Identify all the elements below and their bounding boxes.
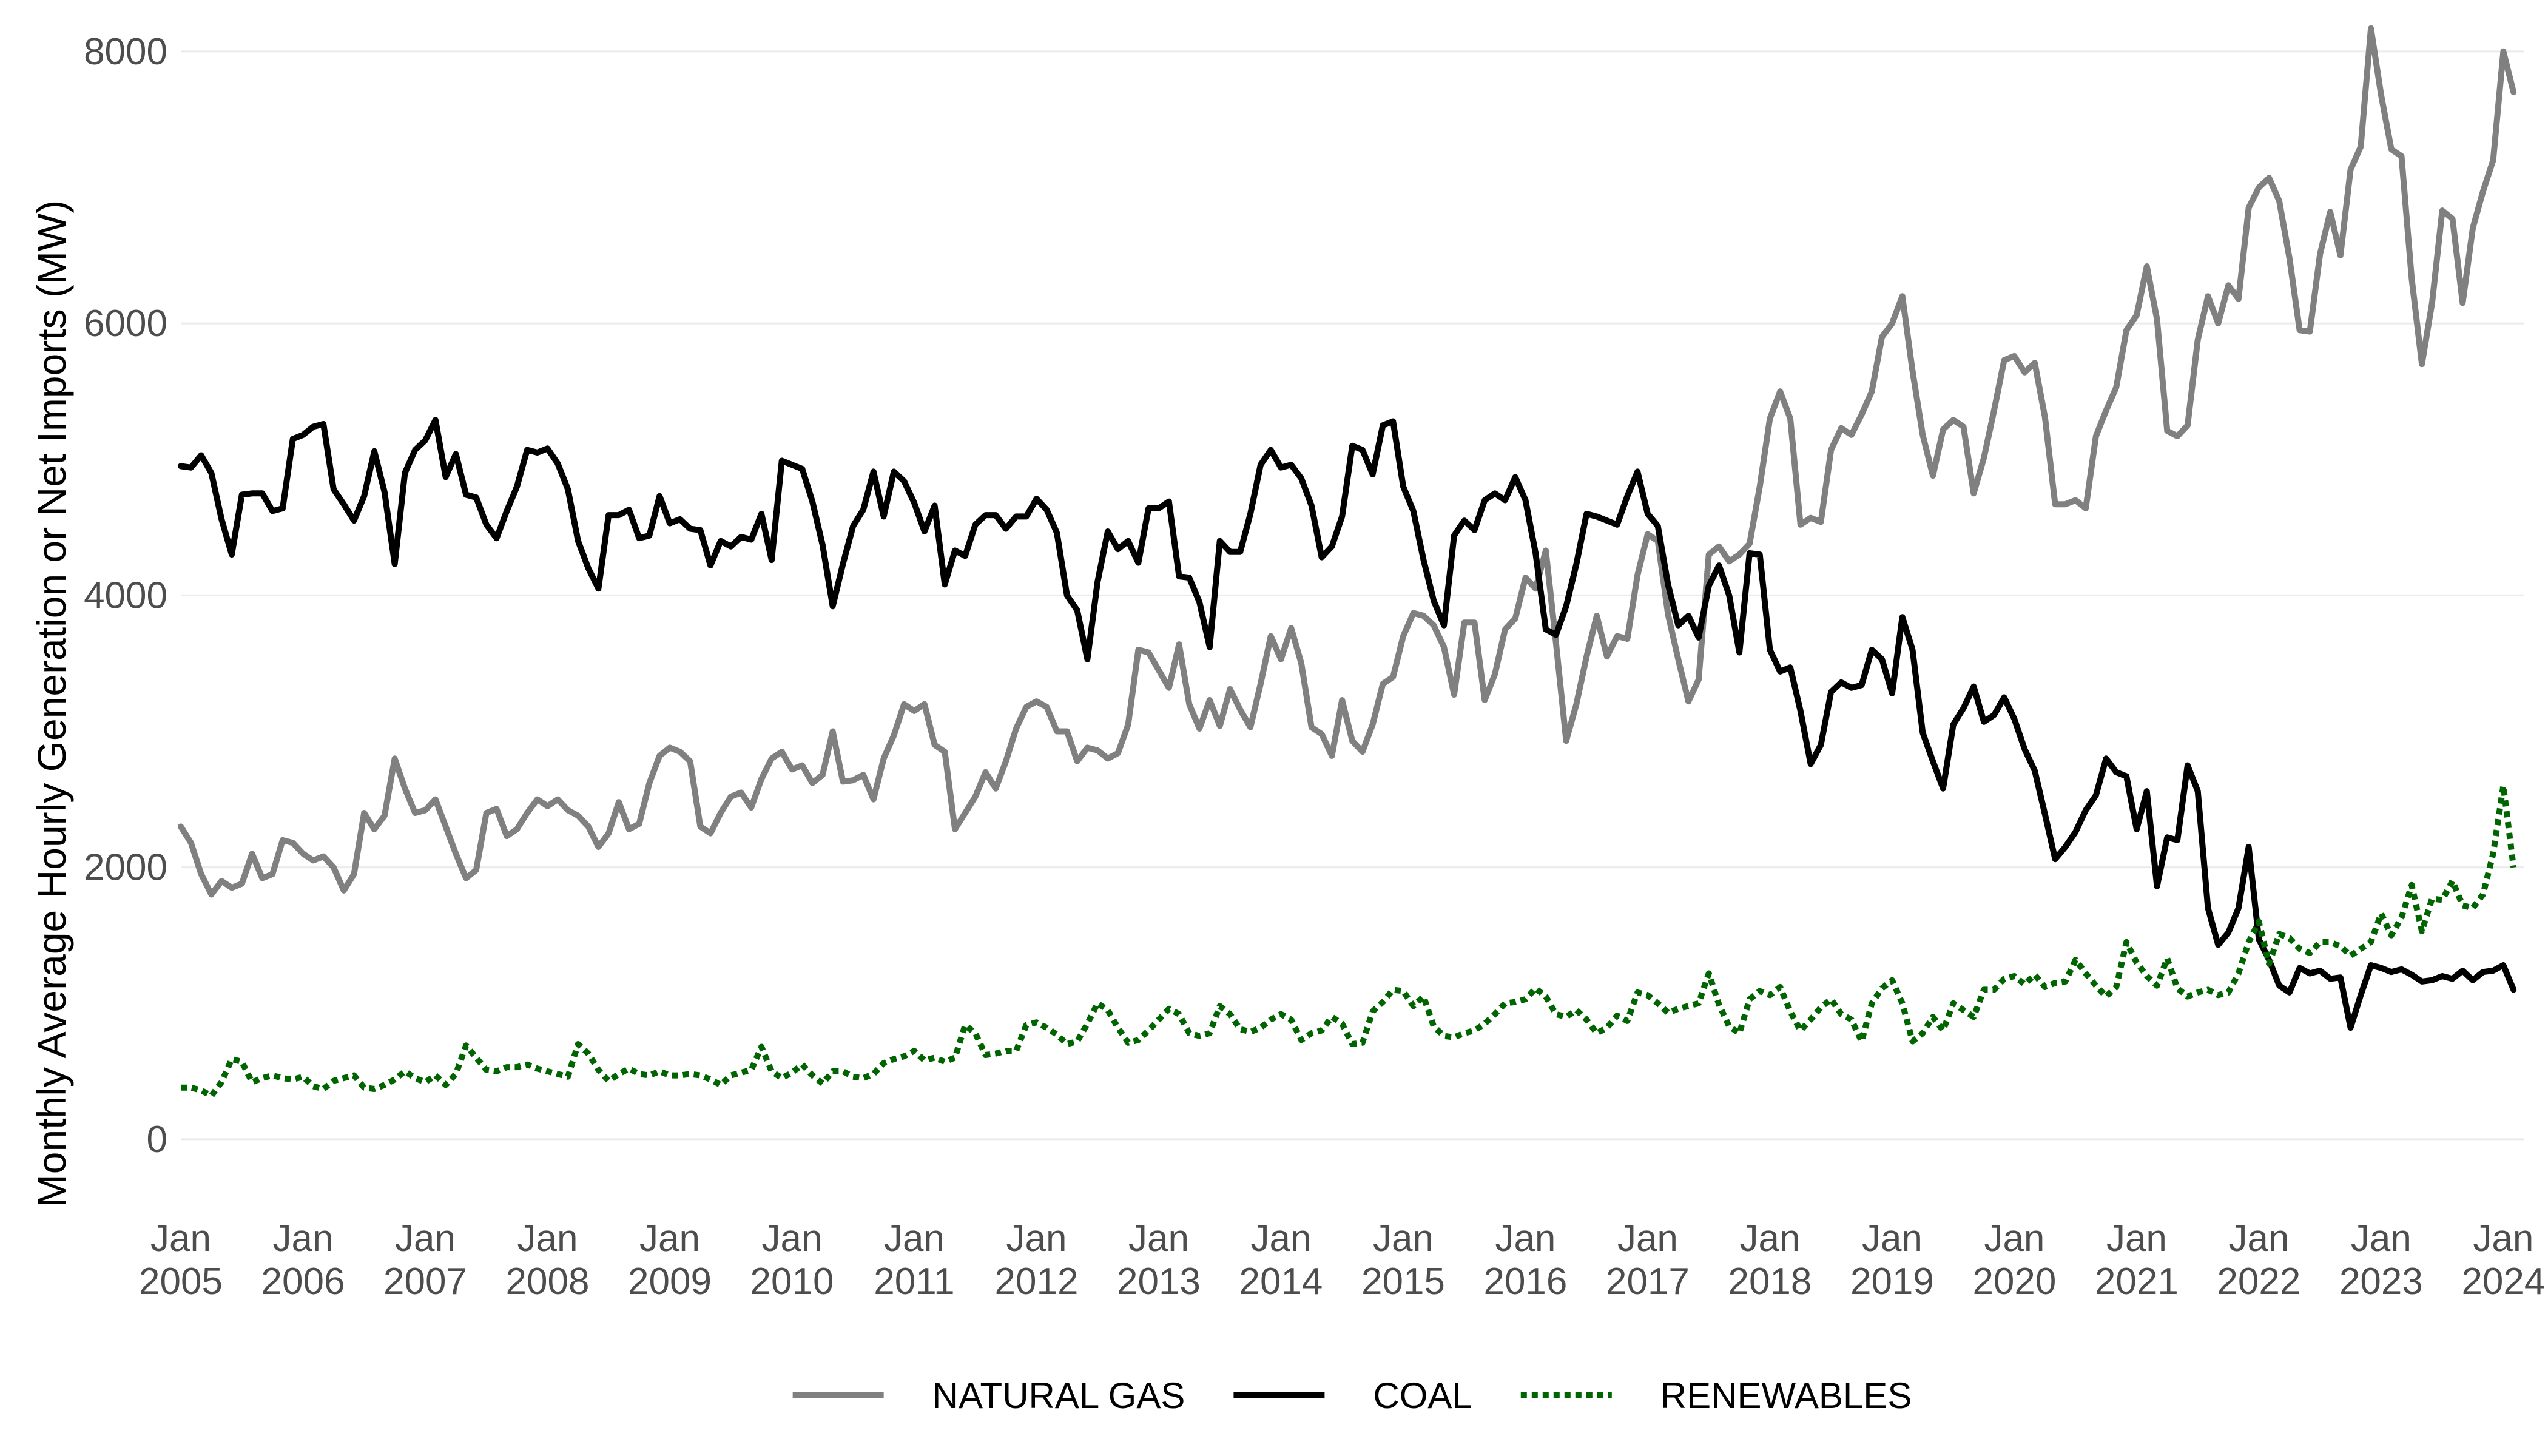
x-tick-label: 2006 [261,1261,345,1303]
x-tick-label: Jan [1373,1218,1434,1259]
x-tick-label: Jan [2228,1218,2289,1259]
y-tick-label: 8000 [84,31,167,73]
x-tick-label: 2018 [1728,1261,1812,1303]
x-tick-label: 2022 [2217,1261,2300,1303]
legend: NATURAL GAS COAL RENEWABLES [792,1375,1912,1416]
y-tick-label: 4000 [84,575,167,616]
x-tick-label: Jan [1984,1218,2044,1259]
x-tick-label: Jan [884,1218,945,1259]
x-tick-label: Jan [273,1218,334,1259]
y-tick-label: 6000 [84,303,167,345]
x-tick-label: 2010 [750,1261,834,1303]
x-tick-label: Jan [1006,1218,1067,1259]
x-tick-label: 2012 [995,1261,1079,1303]
x-tick-label: 2024 [2461,1261,2545,1303]
legend-label: RENEWABLES [1660,1375,1912,1416]
x-tick-label: 2015 [1361,1261,1445,1303]
x-tick-label: 2009 [628,1261,712,1303]
x-tick-label: 2021 [2095,1261,2179,1303]
x-tick-label: Jan [517,1218,578,1259]
x-tick-label: Jan [1617,1218,1678,1259]
x-tick-label: 2020 [1972,1261,2056,1303]
x-tick-label: Jan [1739,1218,1800,1259]
x-tick-label: Jan [1495,1218,1555,1259]
series-layer [178,25,2517,1099]
x-tick-label: Jan [761,1218,822,1259]
x-tick-label: 2016 [1483,1261,1567,1303]
x-tick-label: 2017 [1606,1261,1690,1303]
legend-label: NATURAL GAS [932,1375,1185,1416]
x-tick-label: Jan [639,1218,700,1259]
x-axis-ticks: Jan2005Jan2006Jan2007Jan2008Jan2009Jan20… [139,1218,2545,1303]
x-tick-label: Jan [1128,1218,1189,1259]
x-tick-label: Jan [1250,1218,1311,1259]
series-line-natural-gas [178,25,2517,898]
grid-layer [181,50,2524,1141]
x-tick-label: 2019 [1850,1261,1934,1303]
x-tick-label: Jan [2106,1218,2167,1259]
x-tick-label: 2023 [2339,1261,2423,1303]
x-tick-label: 2013 [1117,1261,1201,1303]
x-tick-label: 2011 [874,1261,954,1303]
y-tick-label: 2000 [84,847,167,889]
x-tick-label: Jan [2473,1218,2533,1259]
legend-label: COAL [1373,1375,1472,1416]
y-axis-title: Monthly Average Hourly Generation or Net… [29,200,74,1207]
y-tick-label: 0 [147,1119,167,1161]
series-line-renewables [181,783,2517,1099]
y-axis-ticks: 0 2000 4000 6000 8000 [84,31,167,1161]
x-tick-label: 2005 [139,1261,223,1303]
x-tick-label: Jan [395,1218,456,1259]
x-tick-label: 2007 [383,1261,467,1303]
x-tick-label: 2008 [506,1261,590,1303]
x-tick-label: Jan [2351,1218,2412,1259]
x-tick-label: Jan [150,1218,211,1259]
x-tick-label: Jan [1862,1218,1923,1259]
series-line-coal [178,417,2517,1031]
x-tick-label: 2014 [1239,1261,1323,1303]
